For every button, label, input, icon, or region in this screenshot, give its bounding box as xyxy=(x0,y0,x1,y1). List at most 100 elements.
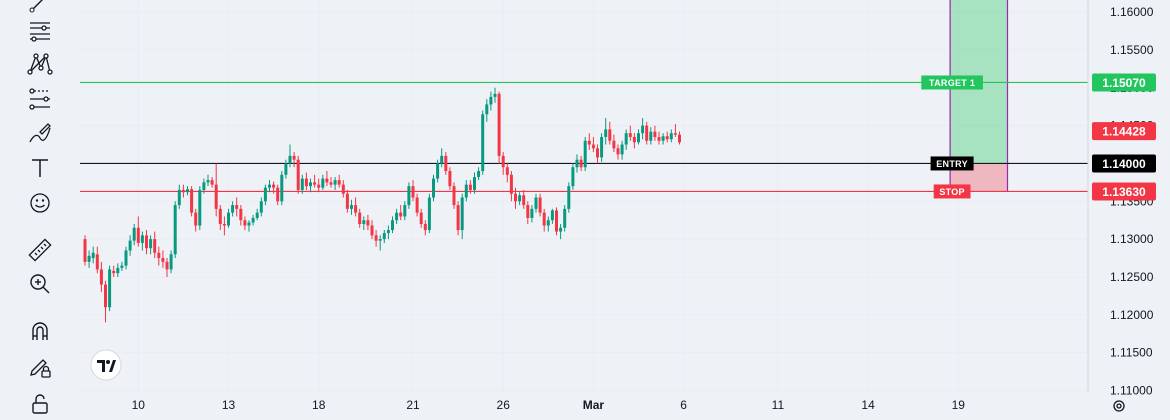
candle-body xyxy=(505,167,509,175)
x-tick-label: 13 xyxy=(222,398,236,412)
candle-body xyxy=(678,134,681,143)
text-icon[interactable] xyxy=(24,152,56,184)
candle xyxy=(423,220,427,236)
candle xyxy=(358,208,362,228)
candle-body xyxy=(448,171,452,187)
candle xyxy=(391,216,394,234)
trend-line-icon[interactable] xyxy=(24,0,56,18)
prediction-icon[interactable] xyxy=(24,83,56,115)
candle xyxy=(268,180,271,193)
candle-body xyxy=(333,180,337,185)
candle-body xyxy=(522,195,526,206)
ruler-icon[interactable] xyxy=(24,234,56,266)
candle xyxy=(112,265,116,277)
candle-body xyxy=(136,227,140,243)
candle-body xyxy=(419,212,423,224)
target-price-label-text: 1.15070 xyxy=(1102,76,1146,90)
candle xyxy=(149,235,153,255)
magnet-icon[interactable] xyxy=(24,316,56,348)
candle-body xyxy=(218,208,222,224)
candle xyxy=(415,193,419,217)
candle xyxy=(653,125,657,141)
candle xyxy=(579,155,583,172)
candle-body xyxy=(542,212,546,226)
candle-body xyxy=(649,131,653,141)
candle-body xyxy=(358,212,362,224)
candle-body xyxy=(120,265,124,268)
candle-body xyxy=(432,178,435,198)
x-tick-label: 18 xyxy=(312,398,326,412)
candle-body xyxy=(186,189,189,193)
candle-body xyxy=(149,239,153,249)
candle xyxy=(222,216,226,236)
candle-body xyxy=(608,129,612,141)
candle xyxy=(104,280,107,323)
candle xyxy=(181,184,185,198)
candle xyxy=(411,180,415,202)
candle-body xyxy=(276,187,280,202)
candle-body xyxy=(403,205,407,217)
candle xyxy=(468,180,472,194)
candle-body xyxy=(251,217,255,223)
fib-lines-icon[interactable] xyxy=(24,15,56,47)
candle-body xyxy=(653,131,657,137)
candle-body xyxy=(514,193,517,202)
candle xyxy=(591,136,595,153)
candle-body xyxy=(657,136,661,141)
chart-settings-icon[interactable] xyxy=(1113,400,1125,412)
y-tick-label: 1.16000 xyxy=(1110,5,1154,19)
candle xyxy=(87,250,91,268)
candle-body xyxy=(378,239,382,241)
candle-body xyxy=(661,136,665,141)
candle-body xyxy=(83,239,87,262)
candle-body xyxy=(157,252,161,259)
candle xyxy=(485,99,489,122)
brush-icon[interactable] xyxy=(24,118,56,150)
candle-body xyxy=(620,144,624,155)
tradingview-logo[interactable] xyxy=(90,349,122,381)
zoom-icon[interactable] xyxy=(24,268,56,300)
lock-icon[interactable] xyxy=(24,388,56,420)
candle xyxy=(362,216,366,231)
candle-body xyxy=(452,186,456,206)
candle-body xyxy=(354,205,358,213)
candle xyxy=(669,129,673,143)
candle xyxy=(153,231,157,259)
candle xyxy=(526,201,530,224)
candle xyxy=(452,182,456,209)
candle-body xyxy=(247,222,251,226)
candle-body xyxy=(91,252,95,259)
candle-body xyxy=(206,180,210,183)
x-tick-label: 11 xyxy=(772,398,785,412)
candle xyxy=(661,133,665,145)
emoji-icon[interactable] xyxy=(24,187,56,219)
candle-body xyxy=(587,140,591,145)
price-labels: 1.15070 1.14000 1.13630 1.14428 xyxy=(1092,73,1156,201)
candle xyxy=(374,230,378,247)
candle xyxy=(276,184,280,206)
time-axis[interactable]: 10 13 18 21 26 Mar 6 11 14 19 xyxy=(132,398,966,412)
candle-body xyxy=(673,133,677,135)
candle-body xyxy=(555,210,558,232)
candle xyxy=(382,230,386,243)
candle xyxy=(239,205,243,226)
candle-body xyxy=(284,163,288,175)
candle-body xyxy=(214,184,218,209)
candle xyxy=(313,174,317,188)
candle-body xyxy=(181,189,185,193)
candle xyxy=(419,208,423,228)
candle xyxy=(567,182,571,213)
pencil-lock-icon[interactable] xyxy=(24,352,56,384)
candle xyxy=(456,201,460,236)
candle-body xyxy=(411,186,415,198)
pattern-icon[interactable] xyxy=(24,48,56,80)
candle xyxy=(542,208,546,232)
candle-body xyxy=(128,240,132,251)
candle-body xyxy=(563,208,567,228)
candle-body xyxy=(210,180,214,185)
candle-body xyxy=(550,210,554,221)
candle xyxy=(120,261,124,271)
candle xyxy=(407,182,411,209)
candle-body xyxy=(177,189,181,206)
